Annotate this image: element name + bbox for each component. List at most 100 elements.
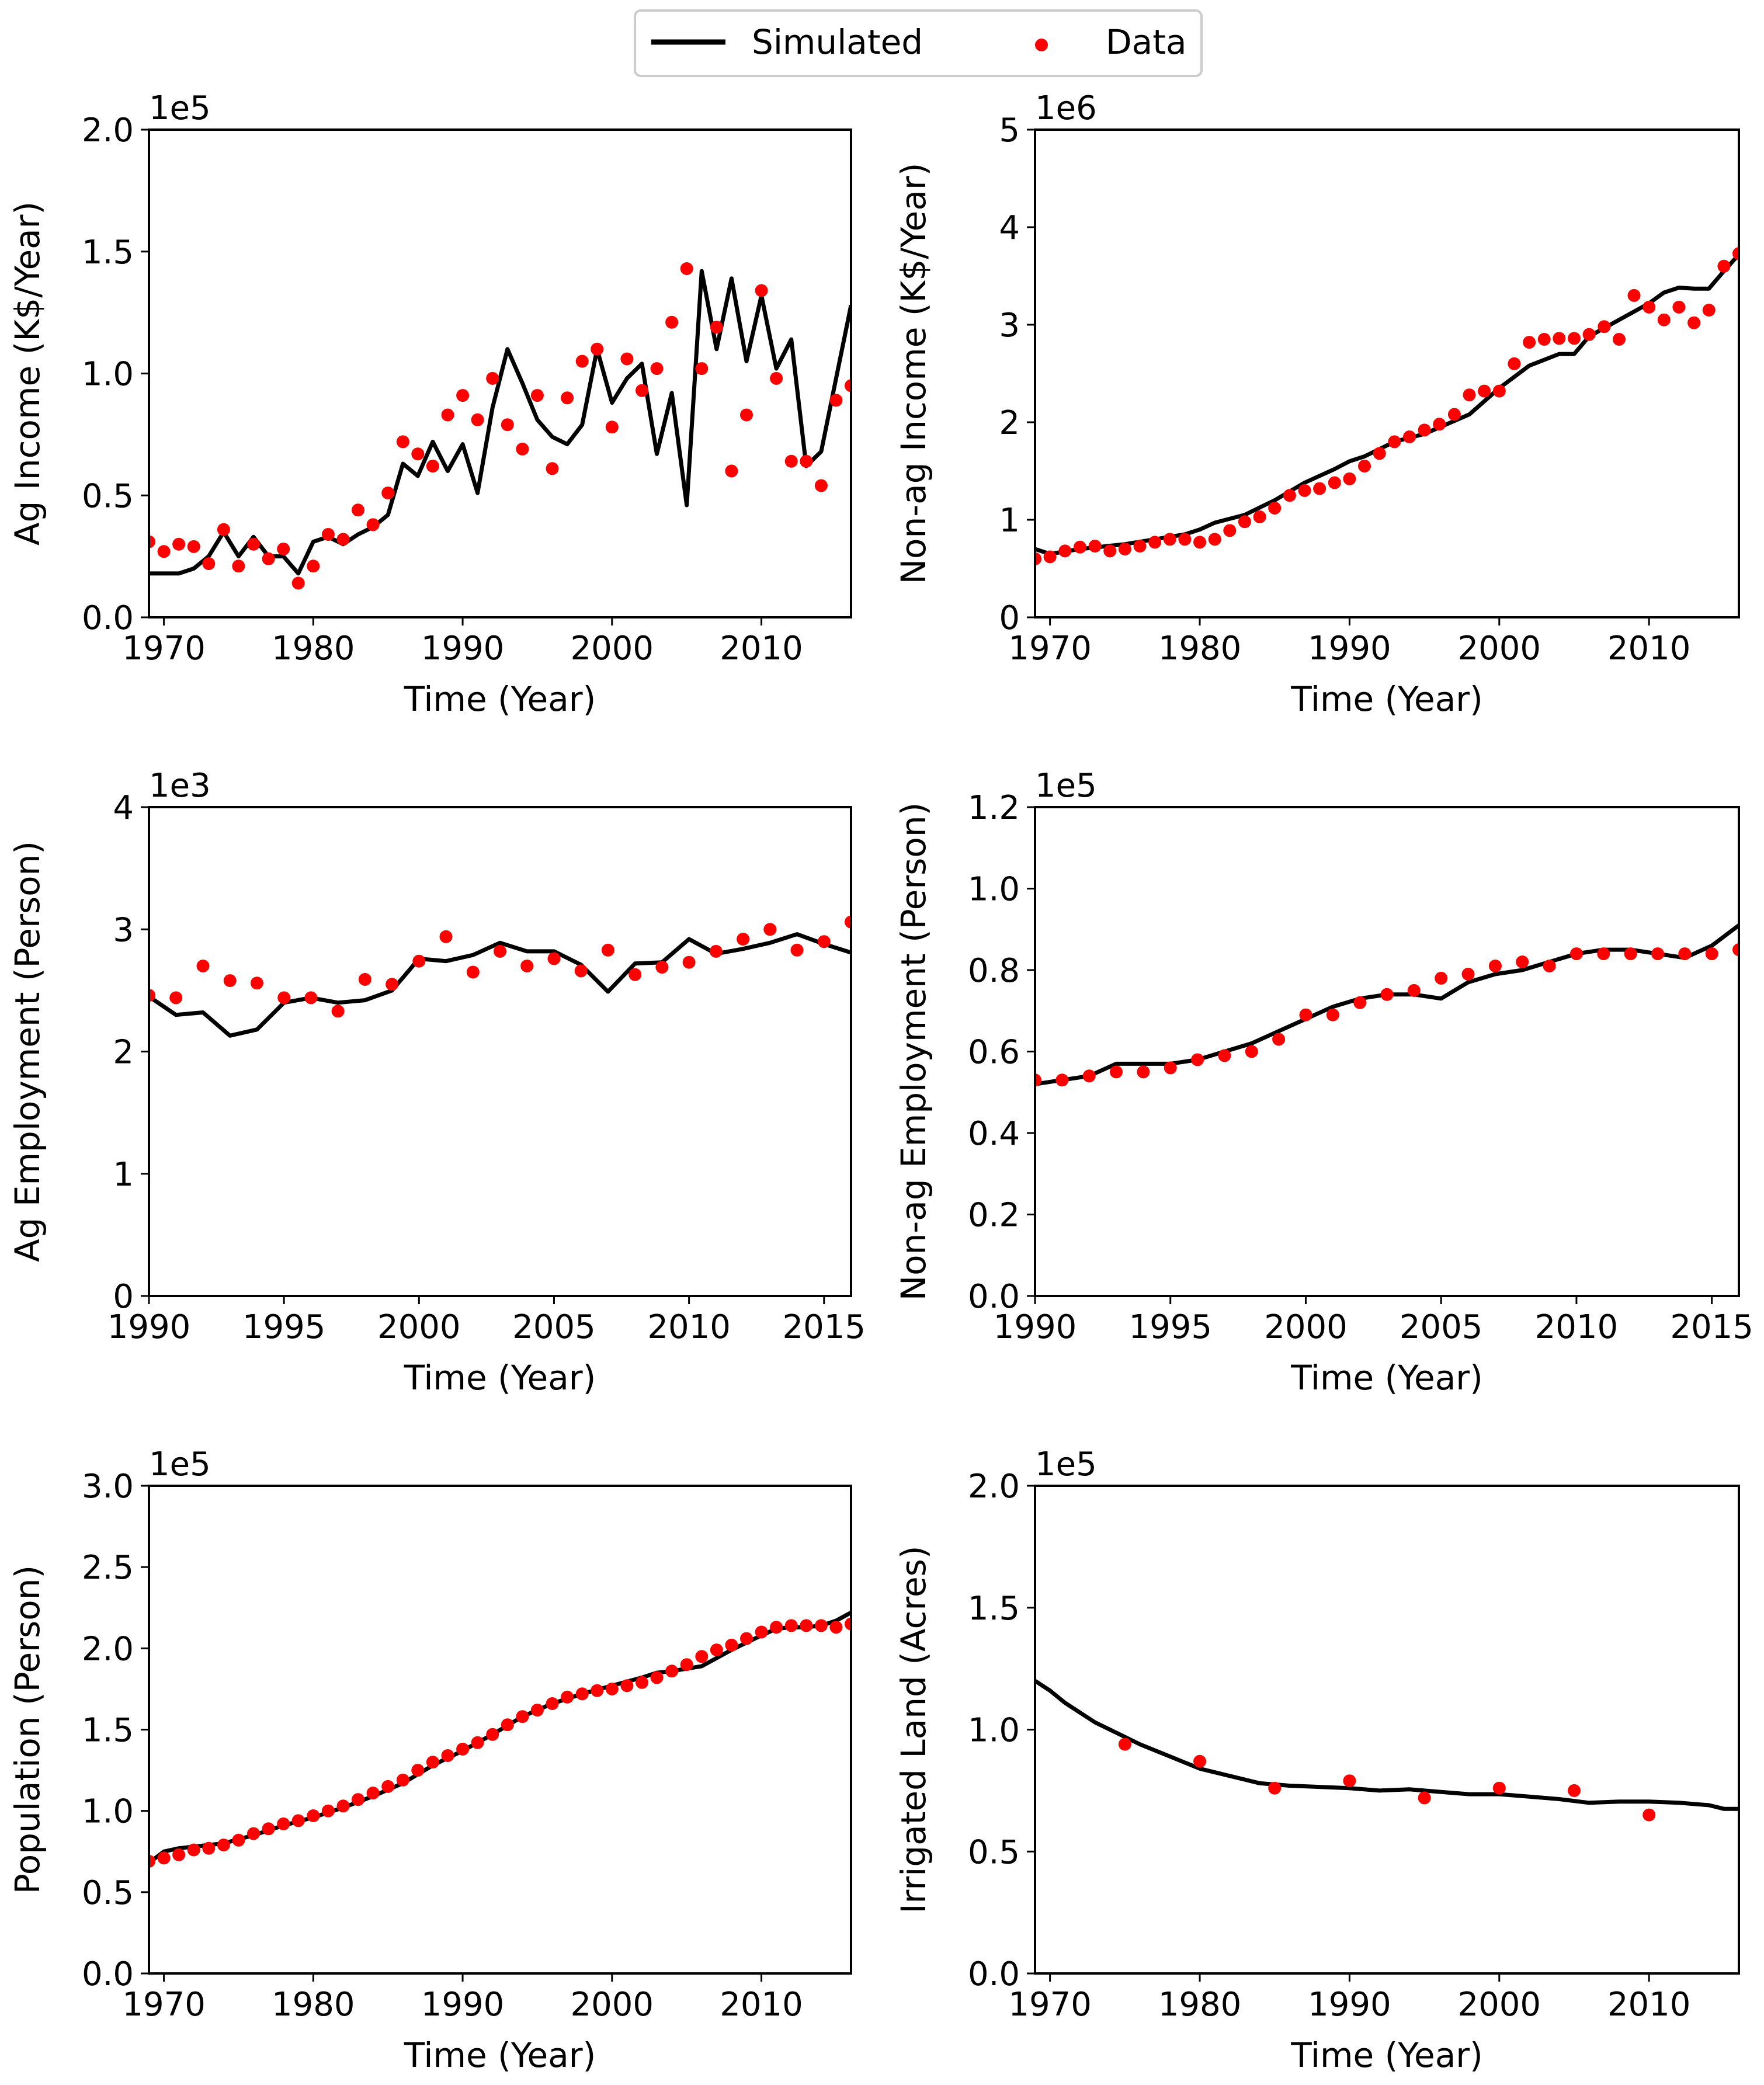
x-tick-label: 1980: [1158, 1986, 1242, 2024]
y-tick-label: 2.5: [82, 1549, 134, 1587]
data-point: [456, 389, 470, 402]
y-axis-label: Non-ag Employment (Person): [894, 802, 933, 1301]
data-point: [574, 964, 588, 978]
data-point: [157, 545, 171, 558]
data-point: [1461, 968, 1475, 981]
data-point: [1163, 533, 1176, 546]
y-tick-label: 0: [999, 599, 1020, 637]
data-point: [1082, 1069, 1096, 1083]
data-point: [1624, 947, 1637, 961]
data-point: [1164, 1061, 1177, 1075]
data-point: [1055, 1073, 1069, 1087]
x-axis-label: Time (Year): [1290, 1358, 1482, 1398]
data-point: [680, 1658, 693, 1672]
y-tick-label: 1.2: [968, 789, 1020, 827]
data-point: [520, 960, 534, 972]
data-point: [546, 462, 559, 475]
data-point: [396, 435, 409, 449]
data-point: [591, 342, 604, 356]
data-point: [1651, 947, 1664, 961]
x-tick-label: 1995: [242, 1308, 326, 1346]
data-point: [829, 394, 843, 407]
data-point: [217, 523, 230, 536]
data-point: [1435, 971, 1448, 985]
data-point: [650, 1671, 664, 1684]
data-point: [725, 464, 738, 478]
data-point: [1732, 943, 1739, 957]
x-tick-label: 1970: [1008, 1986, 1092, 2024]
data-point: [1569, 947, 1583, 961]
data-point: [501, 1718, 514, 1732]
data-point: [1597, 947, 1610, 961]
data-point: [1043, 550, 1057, 564]
legend: Simulated Data: [634, 9, 1203, 77]
y-tick-label: 1.0: [968, 871, 1020, 909]
x-tick-label: 1970: [1008, 630, 1092, 668]
data-point: [1353, 996, 1367, 1009]
data-point: [486, 371, 499, 385]
x-tick-label: 1990: [421, 1986, 505, 2024]
data-point: [814, 1619, 828, 1632]
data-point: [486, 1728, 499, 1741]
data-point: [650, 362, 664, 376]
data-point: [187, 1843, 200, 1857]
data-point: [331, 1005, 345, 1018]
data-point: [1238, 515, 1251, 529]
plot-frame: [148, 806, 852, 1297]
x-tick-label: 2005: [1400, 1308, 1483, 1346]
data-point: [366, 1787, 380, 1800]
panel-ag-income: 1970 1980 1990 2000 2010 0.0 0.5 1.0 1.5 2.0 1e5 Ti…: [8, 89, 852, 719]
data-point: [1418, 423, 1431, 437]
data-point: [561, 1690, 574, 1704]
data-point: [575, 355, 589, 368]
legend-label-simulated: Simulated: [752, 22, 923, 62]
data-point: [439, 930, 453, 943]
y-tick-label: 2.0: [968, 1468, 1020, 1506]
data-point: [1643, 300, 1656, 314]
data-point: [530, 1704, 544, 1717]
data-point: [262, 552, 275, 565]
data-point: [784, 1619, 798, 1632]
data-point: [1299, 1008, 1312, 1021]
data-point: [1035, 552, 1041, 565]
data-point: [770, 1621, 783, 1634]
data-point: [1403, 430, 1416, 443]
simulated-series-line: [149, 932, 851, 1038]
data-point: [1447, 408, 1461, 421]
data-point: [426, 1756, 439, 1769]
data-point: [1537, 333, 1551, 346]
data-point: [1223, 524, 1237, 537]
y-tick-label: 0.0: [82, 1955, 134, 1993]
data-point: [291, 576, 305, 590]
data-point: [1373, 447, 1386, 460]
data-point: [1191, 1053, 1204, 1066]
y-tick-label: 3: [113, 911, 134, 949]
data-point: [232, 1833, 245, 1847]
data-point: [636, 384, 648, 397]
data-point: [755, 284, 768, 297]
y-tick-label: 5: [999, 112, 1020, 150]
data-point: [547, 952, 561, 965]
data-point: [202, 1841, 216, 1855]
data-point: [1110, 1065, 1123, 1079]
data-point: [411, 1764, 425, 1777]
data-point: [817, 935, 831, 948]
y-tick-label: 0.5: [82, 1874, 134, 1912]
data-point: [1492, 384, 1506, 398]
data-point: [695, 1650, 709, 1663]
data-point: [1035, 1073, 1041, 1087]
data-point: [196, 960, 210, 972]
data-point: [516, 442, 529, 456]
data-point: [784, 454, 798, 468]
y-axis-label: Irrigated Land (Acres): [894, 1545, 933, 1913]
data-point: [1407, 984, 1421, 997]
x-tick-label: 1980: [272, 630, 355, 668]
data-point: [740, 1632, 753, 1645]
plot-frame: [1034, 128, 1740, 618]
plot-frame: [1034, 1485, 1740, 1975]
axis-exponent-label: 1e5: [149, 1445, 211, 1483]
data-point: [1678, 947, 1692, 961]
data-point: [247, 1827, 260, 1840]
data-point: [149, 535, 155, 548]
data-point: [1492, 1781, 1506, 1795]
